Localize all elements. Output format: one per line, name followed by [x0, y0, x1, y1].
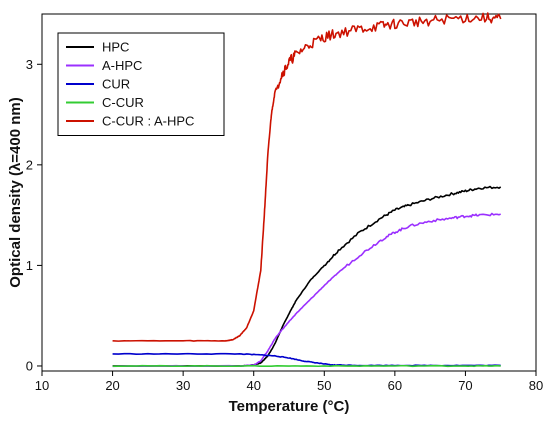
series-line-c-cur: [112, 364, 501, 368]
plot-frame: [41, 13, 537, 372]
legend-label: A-HPC: [102, 58, 142, 73]
legend-label: C-CUR : A-HPC: [102, 114, 194, 129]
y-axis-title: Optical density (λ=400 nm): [7, 97, 24, 287]
plot-area-border: [41, 13, 537, 372]
x-axis-ticks: 10 20 30 40 50 60 70 80: [35, 371, 543, 393]
y-axis-ticks: 0 1 2 3: [26, 57, 42, 373]
y-tick-label: 1: [26, 258, 33, 273]
series-line-c-cur-a-hpc: [112, 12, 502, 342]
series-line-a-hpc: [112, 212, 501, 368]
x-tick-label: 70: [458, 378, 472, 393]
legend: HPC A-HPC CUR C-CUR C-CUR : A-HPC: [57, 32, 225, 136]
x-tick-label: 30: [176, 378, 190, 393]
legend-label: C-CUR: [102, 95, 144, 110]
legend-label: CUR: [102, 77, 130, 92]
x-tick-label: 80: [529, 378, 543, 393]
x-axis-title: Temperature (°C): [229, 398, 350, 415]
x-tick-label: 40: [246, 378, 260, 393]
x-tick-label: 50: [317, 378, 331, 393]
x-tick-label: 20: [105, 378, 119, 393]
x-tick-label: 10: [35, 378, 49, 393]
series-line-cur: [112, 352, 501, 367]
y-tick-label: 0: [26, 358, 33, 373]
series-group: [112, 12, 502, 368]
series-line-hpc: [112, 185, 502, 368]
y-tick-label: 2: [26, 157, 33, 172]
legend-label: HPC: [102, 40, 129, 55]
x-tick-label: 60: [388, 378, 402, 393]
y-tick-label: 3: [26, 57, 33, 72]
